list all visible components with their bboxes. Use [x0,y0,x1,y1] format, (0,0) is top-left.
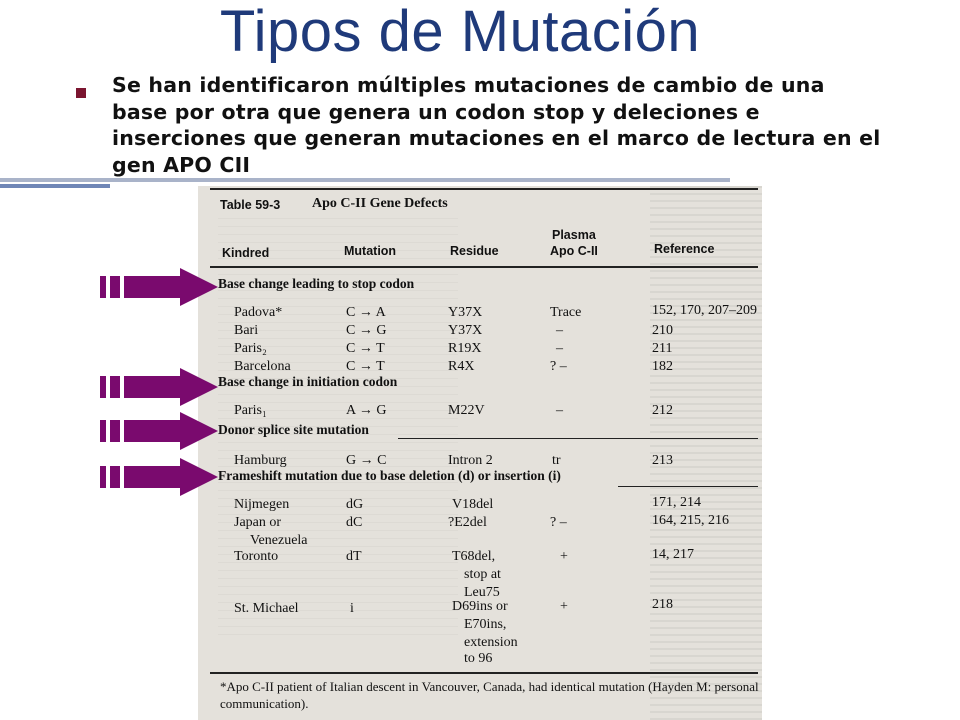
cell-plasma: ? – [550,515,567,530]
cell-reference: 164, 215, 216 [652,513,729,528]
cell-reference: 152, 170, 207–209 [652,303,757,318]
section-heading: Frameshift mutation due to base deletion… [218,468,561,483]
cell-residue: Y37X [448,305,483,320]
divider-rule [0,178,730,182]
cell-residue: R19X [448,341,482,356]
pointer-arrow-icon [100,368,218,406]
col-header-plasma-2: Apo C-II [550,244,598,258]
table-title: Apo C-II Gene Defects [312,196,448,211]
bleed-through-texture-left [218,218,458,638]
col-header-reference: Reference [654,242,715,256]
cell-plasma: + [560,599,568,614]
cell-kindred: Nijmegen [234,497,290,512]
cell-mutation: dC [346,515,363,530]
cell-residue: E70ins, [464,617,507,632]
cell-plasma: tr [552,453,561,468]
bullet-square-icon [76,88,86,98]
col-header-plasma-1: Plasma [552,228,596,242]
section-heading: Base change in initiation codon [218,374,398,389]
cell-mutation: i [350,601,354,616]
section-rule [398,438,758,439]
cell-reference: 182 [652,359,673,374]
cell-mutation: G → C [346,453,387,468]
accent-rule [0,184,110,188]
cell-kindred: Toronto [234,549,279,564]
cell-plasma: – [556,323,563,338]
cell-residue: to 96 [464,651,493,666]
cell-residue: Y37X [448,323,483,338]
cell-residue: stop at [464,567,501,582]
table-bottom-rule [210,672,758,674]
cell-mutation: C → G [346,323,387,338]
cell-kindred: Padova* [234,305,283,320]
cell-plasma: ? – [550,359,567,374]
pointer-arrow-icon [100,412,218,450]
pointer-arrow-icon [100,268,218,306]
cell-mutation: C → A [346,305,386,320]
cell-reference: 218 [652,597,673,612]
cell-plasma: – [556,341,563,356]
cell-reference: 171, 214 [652,495,701,510]
slide-title: Tipos de Mutación [219,0,701,64]
cell-residue: R4X [448,359,475,374]
cell-residue: D69ins or [452,599,508,614]
cell-residue: ?E2del [448,515,487,530]
cell-mutation: dG [346,497,364,512]
cell-plasma: + [560,549,568,564]
cell-plasma: – [556,403,563,418]
section-heading: Donor splice site mutation [218,422,369,437]
cell-residue: T68del, [452,549,496,564]
cell-reference: 210 [652,323,673,338]
bleed-through-texture [650,186,762,720]
section-heading: Base change leading to stop codon [218,276,415,291]
cell-kindred: Paris₂ [234,341,267,356]
cell-residue: Intron 2 [448,453,493,468]
table-footnote: *Apo C-II patient of Italian descent in … [220,679,759,711]
cell-residue: extension [464,635,518,650]
cell-kindred: St. Michael [234,601,299,616]
col-header-mutation: Mutation [344,244,397,258]
cell-kindred: Paris₁ [234,403,267,418]
col-header-residue: Residue [450,244,499,258]
cell-residue: Leu75 [464,585,500,600]
cell-kindred: Hamburg [234,453,287,468]
cell-kindred: Bari [234,323,259,338]
cell-residue: M22V [448,403,485,418]
cell-reference: 212 [652,403,673,418]
col-header-kindred: Kindred [222,246,270,260]
cell-kindred: Japan or [234,515,282,530]
scanned-table-image: Table 59-3 Apo C-II Gene Defects Kindred… [198,186,762,720]
cell-kindred: Venezuela [250,533,308,548]
bullet-text: Se han identificaron múltiples mutacione… [112,73,881,177]
cell-reference: 211 [652,341,673,356]
cell-plasma: Trace [550,305,582,320]
cell-mutation: A → G [346,403,387,418]
pointer-arrow-icon [100,458,218,496]
cell-residue: V18del [452,497,494,512]
table-top-rule [210,188,758,190]
cell-mutation: dT [346,549,362,564]
cell-mutation: C → T [346,341,385,356]
cell-mutation: C → T [346,359,385,374]
cell-kindred: Barcelona [234,359,291,374]
table-label: Table 59-3 [220,198,281,212]
cell-reference: 14, 217 [652,547,694,562]
cell-reference: 213 [652,453,673,468]
header-rule [210,266,758,268]
section-rule [618,486,758,487]
